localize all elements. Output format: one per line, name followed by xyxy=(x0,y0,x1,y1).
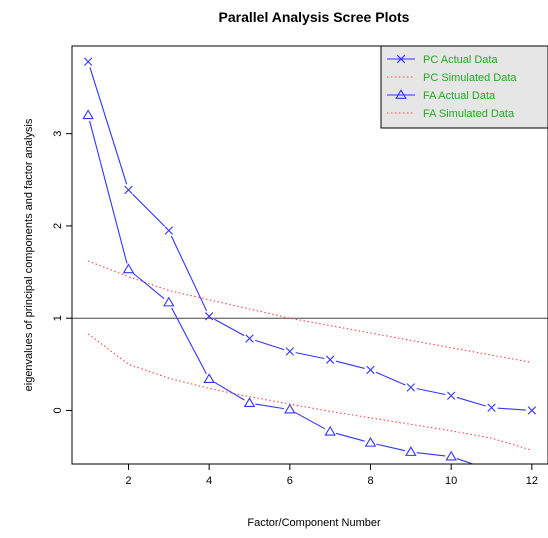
data-point xyxy=(243,397,256,408)
data-point xyxy=(487,466,497,474)
series-segment xyxy=(255,403,284,410)
x-tick-label: 2 xyxy=(125,475,131,487)
legend-label: FA Actual Data xyxy=(423,90,496,102)
series-segment xyxy=(335,360,365,369)
y-tick-label: 1 xyxy=(52,315,64,321)
data-point xyxy=(245,334,254,343)
series-0 xyxy=(83,57,537,415)
legend-entry: FA Simulated Data xyxy=(387,108,515,120)
series-segment xyxy=(416,452,446,457)
series-segment xyxy=(375,371,406,386)
data-point xyxy=(445,450,457,461)
series-segment xyxy=(132,272,165,300)
legend-entry: PC Simulated Data xyxy=(387,72,517,84)
data-point xyxy=(446,391,456,400)
data-point xyxy=(324,425,336,436)
plot-frame xyxy=(71,45,548,465)
series-segment xyxy=(214,381,245,401)
legend-label: PC Actual Data xyxy=(423,54,498,66)
y-tick-label: 2 xyxy=(52,223,64,229)
data-point xyxy=(406,383,416,392)
legend-entry: PC Actual Data xyxy=(387,54,498,66)
legend-entry: FA Actual Data xyxy=(387,89,496,102)
series-line xyxy=(87,260,532,364)
data-point xyxy=(122,263,135,274)
data-point xyxy=(487,403,496,412)
y-axis-label: eigenvalues of principal components and … xyxy=(23,118,35,391)
series-segment xyxy=(497,472,526,482)
data-point xyxy=(366,365,375,375)
x-tick-label: 10 xyxy=(445,475,457,487)
y-tick-label: 3 xyxy=(52,131,64,137)
data-point xyxy=(124,185,133,195)
data-point xyxy=(405,446,417,456)
data-point xyxy=(284,403,296,414)
series-segment xyxy=(294,411,326,430)
legend-label: PC Simulated Data xyxy=(423,72,517,84)
data-point xyxy=(527,406,537,415)
legend-label: FA Simulated Data xyxy=(423,108,515,120)
series-segment xyxy=(170,235,208,312)
x-axis-label: Factor/Component Number xyxy=(247,517,381,529)
legend: PC Actual Data PC Simulated Data FA Actua… xyxy=(380,45,548,129)
series-segment xyxy=(171,307,207,375)
series-line xyxy=(87,333,533,451)
data-point xyxy=(163,296,175,307)
data-point xyxy=(82,109,94,120)
series-segment xyxy=(89,120,128,264)
chart-title: Parallel Analysis Scree Plots xyxy=(219,9,410,25)
series-segment xyxy=(376,443,406,452)
series-segment xyxy=(89,67,128,185)
data-point xyxy=(203,373,215,384)
series-3 xyxy=(87,333,533,451)
series-segment xyxy=(214,318,245,337)
data-point xyxy=(164,226,174,235)
series-2 xyxy=(82,109,526,482)
data-point xyxy=(364,436,377,447)
x-tick-label: 8 xyxy=(367,475,373,487)
x-tick-label: 12 xyxy=(526,475,538,487)
legend-box xyxy=(380,45,548,129)
series-segment xyxy=(335,432,365,442)
series-segment xyxy=(456,396,486,407)
data-point xyxy=(83,57,93,66)
series-segment xyxy=(295,352,325,360)
series-1 xyxy=(87,260,532,364)
series-layer xyxy=(82,57,537,482)
data-point xyxy=(204,312,214,321)
data-point xyxy=(325,355,335,364)
legend-marker xyxy=(395,89,407,99)
data-point xyxy=(285,347,295,356)
series-segment xyxy=(132,193,165,227)
legend-marker xyxy=(396,54,406,64)
x-tick-label: 6 xyxy=(287,475,293,487)
series-segment xyxy=(497,407,526,411)
series-segment xyxy=(255,339,285,351)
y-tick-label: 0 xyxy=(52,407,64,413)
series-segment xyxy=(416,388,446,396)
x-tick-label: 4 xyxy=(206,475,212,487)
